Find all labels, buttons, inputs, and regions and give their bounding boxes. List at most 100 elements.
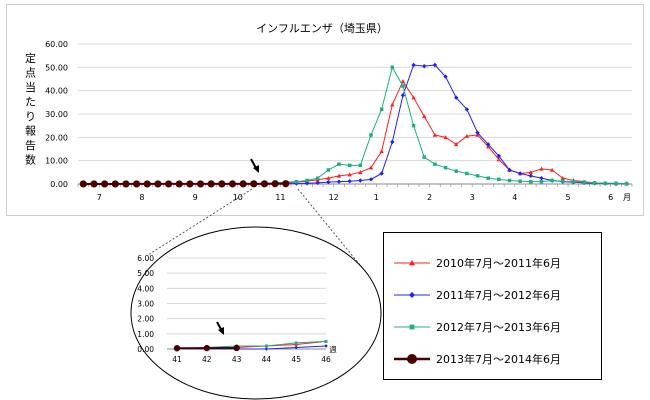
data-point: [336, 179, 342, 184]
y-tick-label: 50.00: [45, 63, 68, 72]
y-tick-label: 10.00: [45, 157, 68, 166]
legend-label: 2012年7月～2013年6月: [436, 321, 561, 334]
data-point: [496, 157, 502, 162]
data-point: [539, 179, 544, 184]
data-point: [465, 171, 469, 176]
data-point: [486, 176, 490, 180]
inset-data-point: [264, 347, 269, 351]
y-axis-label: 定点当たり報告数: [25, 51, 36, 167]
inset-gridlines: [167, 257, 326, 350]
data-point: [368, 165, 374, 170]
inset-x-tick-label: 42: [202, 355, 212, 364]
data-point: [260, 180, 269, 188]
legend-item: 2011年7月～2012年6月: [384, 283, 601, 307]
data-point: [326, 168, 331, 172]
legend: 2010年7月～2011年6月 2011年7月～2012年6月 2012年7月～20…: [383, 232, 602, 380]
series-3: [81, 65, 629, 186]
month-label: 2: [427, 193, 432, 202]
inset-data-point: [233, 344, 240, 352]
data-point: [432, 62, 438, 68]
data-point: [326, 175, 331, 180]
month-label: 3: [470, 193, 475, 202]
y-tick-label: 40.00: [45, 87, 68, 96]
data-point: [464, 107, 470, 112]
data-point: [400, 79, 406, 84]
y-tick-label: 60.00: [45, 40, 68, 49]
legend-item: 2010年7月～2011年6月: [384, 251, 601, 275]
inset-y-tick-label: 6.00: [137, 254, 154, 263]
inset-data-point: [294, 345, 298, 350]
inset-data-point: [324, 339, 328, 343]
data-point: [379, 107, 384, 112]
inset-y-ticks: 0.00 1.00 2.00 3.00 4.00 5.00 6.00: [137, 254, 154, 354]
data-point: [549, 167, 555, 172]
data-point: [90, 180, 98, 188]
inset-y-tick-label: 0.00: [137, 345, 154, 354]
legend-swatch: [394, 260, 430, 266]
data-point: [401, 84, 405, 88]
data-point: [390, 102, 395, 107]
inset-y-tick-label: 5.00: [137, 269, 154, 278]
data-point: [411, 62, 416, 68]
data-point: [400, 93, 406, 98]
month-label: 11: [275, 193, 285, 202]
data-point: [432, 132, 438, 137]
inset-x-tick-label: 46: [321, 355, 331, 364]
month-unit-label: 月: [623, 193, 631, 202]
data-point: [422, 114, 427, 119]
data-point: [315, 180, 320, 186]
month-label: 1: [374, 193, 379, 202]
data-point: [507, 178, 512, 183]
legend-swatch: [394, 354, 430, 364]
data-point: [218, 180, 226, 188]
data-point: [454, 169, 458, 173]
data-point: [475, 174, 480, 178]
data-point: [443, 135, 448, 140]
data-point: [122, 180, 130, 188]
data-point: [305, 178, 309, 183]
data-point: [485, 142, 491, 147]
data-point: [443, 165, 448, 170]
data-point: [592, 181, 597, 185]
data-point: [101, 180, 109, 188]
legend-label: 2010年7月～2011年6月: [436, 257, 561, 270]
legend-label: 2011年7月～2012年6月: [436, 289, 561, 302]
data-point: [282, 180, 290, 188]
y-tick-label: 0.00: [50, 180, 68, 189]
data-point: [196, 180, 205, 188]
data-point: [390, 65, 395, 70]
data-point: [454, 142, 459, 147]
data-point: [315, 176, 320, 180]
data-point: [433, 162, 437, 166]
data-point: [603, 181, 608, 186]
data-point: [517, 171, 523, 176]
data-point: [368, 177, 374, 182]
series-1: [81, 79, 629, 186]
legend-item: 2012年7月～2013年6月: [384, 315, 601, 339]
data-point: [326, 179, 331, 185]
inset-x-tick-label: 41: [172, 355, 182, 364]
data-point: [294, 179, 299, 184]
data-point: [379, 171, 384, 176]
inset-series: [173, 339, 328, 352]
data-point: [422, 155, 427, 159]
main-y-ticks: 0.00 10.00 20.00 30.00 40.00 50.00 60.00: [45, 40, 68, 189]
inset-data-point: [173, 345, 181, 352]
zoom-callout: [130, 188, 382, 400]
data-point: [154, 180, 162, 188]
inset-data-point: [294, 341, 298, 345]
data-point: [337, 162, 341, 166]
data-point: [560, 179, 565, 183]
data-point: [358, 178, 363, 183]
y-tick-label: 20.00: [45, 133, 68, 142]
data-point: [358, 170, 363, 175]
main-chart-panel: [6, 4, 644, 216]
data-point: [614, 181, 618, 186]
inset-x-ticks: 41 42 43 44 45 46週: [172, 345, 337, 364]
data-point: [347, 172, 352, 177]
data-point: [132, 180, 141, 188]
data-point: [539, 175, 544, 181]
data-point: [228, 180, 237, 188]
month-label: 4: [512, 193, 517, 202]
data-point: [164, 180, 173, 188]
